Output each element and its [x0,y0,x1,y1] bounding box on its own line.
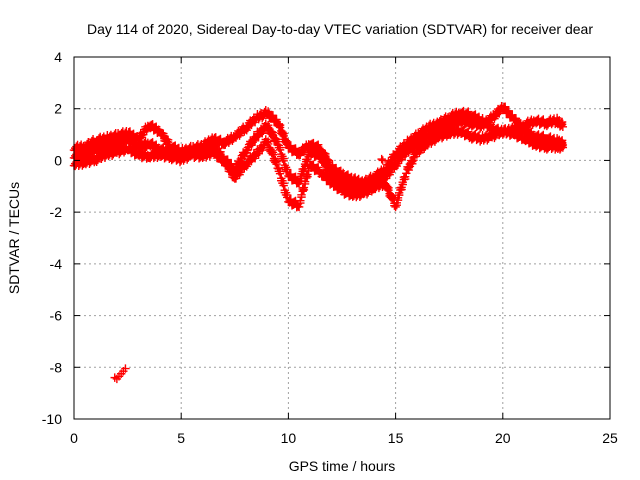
data-point [163,135,173,144]
data-point [539,115,548,124]
data-point [163,148,173,158]
data-point [558,122,568,132]
data-point [283,190,292,200]
data-point [271,134,280,143]
y-tick-label: -8 [50,359,63,375]
data-point [558,143,568,152]
data-point [272,135,281,144]
data-point [297,190,306,200]
data-point [271,155,280,165]
data-point [267,127,276,137]
data-point [216,151,225,160]
y-tick-label: -2 [50,204,63,220]
y-tick-label: 4 [54,49,62,65]
data-point [319,148,329,158]
data-point [275,167,285,176]
data-point [464,115,473,124]
data-point [159,129,168,138]
data-point [279,129,288,138]
data-point [272,157,281,166]
x-axis-label: GPS time / hours [289,458,396,474]
data-point [319,156,329,166]
data-point [298,184,307,194]
data-point [384,183,393,193]
x-tick-label: 20 [495,430,511,446]
data-point [313,163,323,172]
data-points [69,102,568,384]
data-point [263,137,273,146]
data-point [377,154,386,164]
data-point [268,111,278,120]
data-point [278,128,287,137]
data-point [404,163,413,172]
data-point [281,136,291,145]
data-point [323,163,332,172]
data-point [279,154,288,163]
data-point [275,143,285,152]
data-point [464,107,473,116]
x-tick-label: 25 [602,430,618,446]
y-tick-label: -6 [50,308,63,324]
data-point [267,146,276,156]
data-point [263,121,273,130]
data-point [321,149,330,159]
data-point [378,156,387,165]
data-point [294,202,304,212]
data-point [516,119,525,128]
data-point [262,138,272,147]
data-point [511,114,521,123]
x-tick-label: 0 [70,430,78,446]
data-point [296,196,305,205]
data-point [272,115,281,124]
data-point [557,118,566,127]
data-point [274,119,284,129]
data-point [313,148,323,157]
data-point [504,106,513,116]
data-point [383,182,392,191]
data-point [303,170,312,179]
y-tick-label: 0 [54,152,62,168]
data-point [557,117,567,127]
data-point [464,127,473,136]
data-point [400,172,410,181]
data-point [500,102,510,111]
data-point [539,138,548,147]
plot-frame [73,56,611,420]
data-point [268,128,278,137]
data-point [387,192,397,201]
data-point [121,364,130,373]
y-tick-label: 2 [54,101,62,117]
data-point [283,165,292,174]
data-point [313,140,323,149]
axis-ticks: 0 5 10 15 20 25 -10 -8 -6 -4 -2 0 2 4 [42,49,618,446]
data-point [268,148,278,157]
data-point [539,130,548,140]
data-point [263,107,273,116]
x-tick-label: 5 [177,430,185,446]
x-tick-label: 15 [388,430,404,446]
data-point [324,164,334,173]
data-point [321,169,330,178]
data-point [211,147,220,156]
data-point [300,177,310,186]
data-point [279,179,288,188]
data-point [223,159,232,169]
data-point [236,154,245,164]
data-point [299,183,309,192]
data-point [557,139,567,148]
y-tick-label: -10 [42,411,62,427]
data-point [275,120,285,130]
data-point [321,157,330,166]
y-axis-label: SDTVAR / TECUs [6,182,22,294]
data-point [302,171,311,180]
data-point [408,157,417,166]
data-point [227,165,236,174]
chart-title: Day 114 of 2020, Sidereal Day-to-day VTE… [87,21,593,37]
grid [74,57,610,419]
data-point [409,153,418,163]
y-tick-label: -4 [50,256,63,272]
x-tick-label: 10 [281,430,297,446]
